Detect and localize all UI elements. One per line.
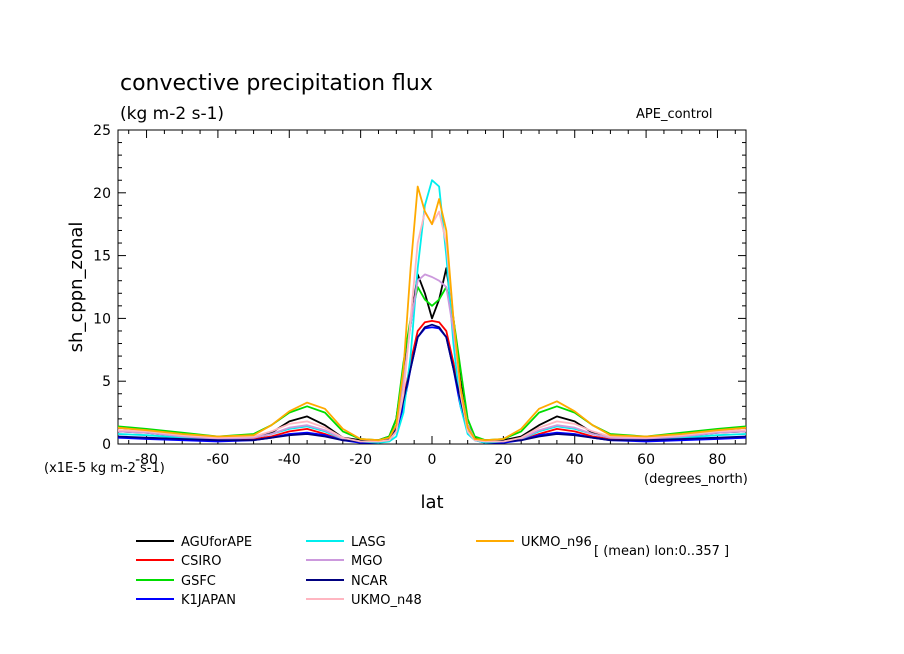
x-tick-label: 20: [494, 452, 512, 468]
x-units: (degrees_north): [644, 472, 748, 487]
y-tick-label: 25: [93, 123, 111, 139]
plot-area: -80 -60 -40 -20 0 20 40 60 80 0 5 10 15 20 25: [93, 123, 747, 468]
y-tick-label: 0: [102, 437, 111, 453]
x-tick-label: 0: [428, 452, 437, 468]
legend-item: MGO: [306, 554, 383, 569]
y-tick-label: 20: [93, 186, 111, 202]
legend-label: CSIRO: [181, 554, 221, 569]
legend-label: AGUforAPE: [181, 535, 252, 550]
series-line-lasg: [117, 179, 747, 444]
legend-label: NCAR: [351, 574, 388, 589]
legend-label: UKMO_n96: [521, 535, 592, 550]
x-tick-label: -60: [206, 452, 229, 468]
x-tick-label: 80: [709, 452, 727, 468]
series-line-csiro: [117, 319, 747, 443]
x-tick-label: -80: [135, 452, 158, 468]
y-axis-tick-labels: 0 5 10 15 20 25: [93, 123, 111, 453]
x-tick-label: 60: [637, 452, 655, 468]
plot-frame: [117, 129, 747, 445]
legend-label: MGO: [351, 554, 383, 569]
legend-item: AGUforAPE: [136, 535, 252, 550]
y-axis-label: sh_cppn_zonal: [66, 222, 87, 353]
series-line-mgo: [117, 273, 747, 443]
series-line-gsfc: [117, 286, 747, 442]
x-tick-label: -20: [349, 452, 372, 468]
legend-item: GSFC: [136, 574, 216, 589]
legend-item: UKMO_n48: [306, 593, 422, 608]
x-tick-label: 40: [566, 452, 584, 468]
legend: AGUforAPE CSIRO GSFC K1JAPAN LASG MGO NCAR UKMO…: [136, 535, 592, 608]
legend-label: GSFC: [181, 574, 216, 589]
y-tick-label: 5: [102, 374, 111, 390]
series-line-ncar: [117, 323, 747, 443]
chart-subtitle: (kg m-2 s-1): [120, 104, 224, 124]
series-lines: [117, 179, 747, 444]
chart-title: convective precipitation flux: [120, 71, 433, 96]
y-tick-label: 15: [93, 249, 111, 265]
legend-label: K1JAPAN: [181, 593, 236, 608]
y-scale-note: (x1E-5 kg m-2 s-1): [44, 461, 165, 476]
legend-item: LASG: [306, 535, 386, 550]
x-axis-ticks: [128, 130, 736, 444]
series-line-k1japan: [117, 326, 747, 444]
legend-item: K1JAPAN: [136, 593, 236, 608]
legend-item: NCAR: [306, 574, 388, 589]
legend-label: LASG: [351, 535, 386, 550]
x-tick-label: -40: [278, 452, 301, 468]
series-line-ukmo-n96: [117, 185, 747, 442]
x-axis-tick-labels: -80 -60 -40 -20 0 20 40 60 80: [135, 452, 726, 468]
legend-item: UKMO_n96: [476, 535, 592, 550]
x-axis-label: lat: [420, 492, 443, 513]
y-tick-label: 10: [93, 311, 111, 327]
footnote: [ (mean) lon:0..357 ]: [594, 544, 729, 559]
y-axis-ticks: [118, 129, 746, 445]
series-line-aguforape: [117, 267, 747, 442]
dataset-label: APE_control: [636, 107, 713, 122]
legend-label: UKMO_n48: [351, 593, 422, 608]
legend-item: CSIRO: [136, 554, 221, 569]
